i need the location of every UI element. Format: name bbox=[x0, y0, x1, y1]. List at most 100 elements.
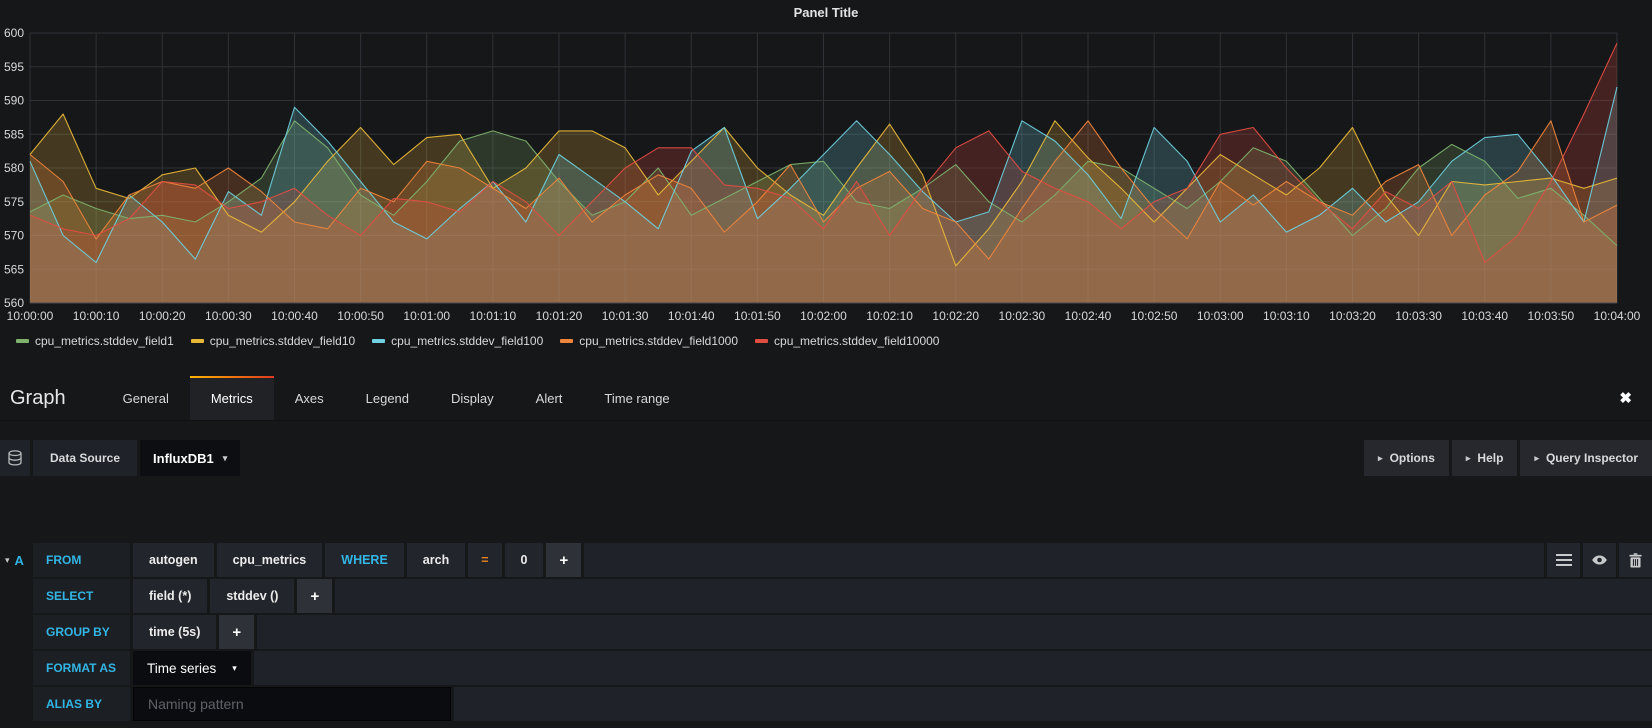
row-filler bbox=[584, 543, 1544, 577]
svg-text:600: 600 bbox=[4, 26, 24, 40]
chart-legend: cpu_metrics.stddev_field1 cpu_metrics.st… bbox=[16, 334, 939, 348]
svg-text:10:03:20: 10:03:20 bbox=[1329, 309, 1376, 323]
svg-text:565: 565 bbox=[4, 262, 24, 276]
svg-text:10:01:00: 10:01:00 bbox=[403, 309, 450, 323]
tab-alert[interactable]: Alert bbox=[535, 390, 563, 406]
time-series-chart[interactable]: 10:00:00 10:00:10 10:00:20 10:00:30 10:00:40… bbox=[0, 24, 1652, 328]
where-label[interactable]: WHERE bbox=[325, 543, 404, 577]
query-inspector-label: Query Inspector bbox=[1545, 451, 1638, 465]
legend-item[interactable]: cpu_metrics.stddev_field10000 bbox=[755, 334, 939, 348]
select-aggregate-segment[interactable]: stddev () bbox=[210, 579, 295, 613]
row-filler bbox=[454, 687, 1652, 721]
series-color-swatch bbox=[190, 339, 204, 343]
from-policy-segment[interactable]: autogen bbox=[133, 543, 214, 577]
svg-text:10:00:10: 10:00:10 bbox=[73, 309, 120, 323]
series-color-swatch bbox=[372, 339, 386, 343]
svg-text:560: 560 bbox=[4, 296, 24, 310]
add-where-condition-button[interactable]: + bbox=[546, 543, 582, 577]
svg-text:10:02:10: 10:02:10 bbox=[866, 309, 913, 323]
query-gutter bbox=[0, 651, 30, 685]
legend-label[interactable]: cpu_metrics.stddev_field10 bbox=[209, 334, 356, 348]
datasource-toolbar: Data Source InfluxDB1 ▾ ▸ Options ▸ Help… bbox=[0, 440, 1652, 476]
series-color-swatch bbox=[755, 339, 769, 343]
legend-label[interactable]: cpu_metrics.stddev_field1 bbox=[35, 334, 174, 348]
svg-text:10:02:40: 10:02:40 bbox=[1065, 309, 1112, 323]
graph-panel: Panel Title 10:00:00 10:00:10 10:00:20 10:0… bbox=[0, 0, 1652, 360]
where-value-segment[interactable]: 0 bbox=[504, 543, 544, 577]
svg-text:570: 570 bbox=[4, 229, 24, 243]
query-row-group-by: GROUP BY time (5s) + bbox=[0, 615, 1652, 649]
help-button[interactable]: ▸ Help bbox=[1451, 440, 1518, 476]
group-by-label[interactable]: GROUP BY bbox=[33, 615, 130, 649]
query-menu-button[interactable] bbox=[1547, 543, 1580, 577]
legend-item[interactable]: cpu_metrics.stddev_field10 bbox=[190, 334, 356, 348]
svg-text:585: 585 bbox=[4, 127, 24, 141]
svg-text:595: 595 bbox=[4, 60, 24, 74]
tab-legend[interactable]: Legend bbox=[365, 390, 410, 406]
tab-general[interactable]: General bbox=[122, 390, 169, 406]
alias-by-label[interactable]: ALIAS BY bbox=[33, 687, 130, 721]
where-field-segment[interactable]: arch bbox=[406, 543, 466, 577]
where-operator-segment[interactable]: = bbox=[468, 543, 502, 577]
series-color-swatch bbox=[16, 339, 29, 343]
svg-text:10:00:20: 10:00:20 bbox=[139, 309, 186, 323]
collapse-caret-icon[interactable]: ▾ bbox=[5, 554, 10, 565]
from-label[interactable]: FROM bbox=[33, 543, 130, 577]
add-select-part-button[interactable]: + bbox=[297, 579, 333, 613]
legend-label[interactable]: cpu_metrics.stddev_field10000 bbox=[774, 334, 940, 348]
datasource-select[interactable]: InfluxDB1 ▾ bbox=[140, 440, 241, 476]
query-ref-id[interactable]: A bbox=[14, 552, 24, 568]
svg-text:10:01:30: 10:01:30 bbox=[602, 309, 649, 323]
format-as-label[interactable]: FORMAT AS bbox=[33, 651, 130, 685]
query-row-format-as: FORMAT AS Time series ▾ bbox=[0, 651, 1652, 685]
legend-item[interactable]: cpu_metrics.stddev_field1000 bbox=[560, 334, 738, 348]
chevron-down-icon: ▾ bbox=[222, 452, 228, 463]
series-color-swatch bbox=[560, 339, 574, 343]
svg-text:10:01:50: 10:01:50 bbox=[734, 309, 781, 323]
datasource-label: Data Source bbox=[33, 440, 138, 476]
close-icon: ✖ bbox=[1619, 390, 1632, 407]
options-button[interactable]: ▸ Options bbox=[1364, 440, 1449, 476]
row-filler bbox=[253, 651, 1652, 685]
legend-item[interactable]: cpu_metrics.stddev_field1 bbox=[16, 334, 174, 348]
query-gutter bbox=[0, 615, 30, 649]
row-filler bbox=[257, 615, 1652, 649]
tab-time-range[interactable]: Time range bbox=[604, 390, 670, 406]
svg-text:10:02:00: 10:02:00 bbox=[800, 309, 847, 323]
svg-text:10:01:40: 10:01:40 bbox=[668, 309, 715, 323]
select-label[interactable]: SELECT bbox=[33, 579, 130, 613]
legend-label[interactable]: cpu_metrics.stddev_field100 bbox=[391, 334, 544, 348]
query-inspector-button[interactable]: ▸ Query Inspector bbox=[1520, 440, 1652, 476]
tab-display[interactable]: Display bbox=[451, 390, 494, 406]
select-field-segment[interactable]: field (*) bbox=[133, 579, 208, 613]
row-filler bbox=[335, 579, 1652, 613]
format-as-select[interactable]: Time series ▾ bbox=[133, 651, 251, 685]
add-group-by-button[interactable]: + bbox=[219, 615, 255, 649]
eye-icon bbox=[1592, 555, 1607, 565]
tab-metrics[interactable]: Metrics bbox=[189, 376, 274, 420]
panel-type-title: Graph bbox=[10, 386, 66, 409]
query-editor: ▾ A FROM autogen cpu_metrics WHERE arch … bbox=[0, 543, 1652, 723]
chevron-right-icon: ▸ bbox=[1534, 452, 1539, 463]
svg-text:10:03:40: 10:03:40 bbox=[1461, 309, 1508, 323]
svg-text:590: 590 bbox=[4, 94, 24, 108]
from-measurement-segment[interactable]: cpu_metrics bbox=[216, 543, 323, 577]
query-row-from: ▾ A FROM autogen cpu_metrics WHERE arch … bbox=[0, 543, 1652, 577]
alias-by-input[interactable] bbox=[133, 687, 451, 721]
toggle-query-visibility-button[interactable] bbox=[1583, 543, 1616, 577]
svg-text:10:03:30: 10:03:30 bbox=[1395, 309, 1442, 323]
database-icon bbox=[0, 440, 30, 476]
tab-axes[interactable]: Axes bbox=[294, 390, 324, 406]
editor-tab-bar: Graph General Metrics Axes Legend Displa… bbox=[0, 376, 1652, 421]
legend-item[interactable]: cpu_metrics.stddev_field100 bbox=[372, 334, 543, 348]
trash-icon bbox=[1629, 552, 1642, 568]
datasource-value: InfluxDB1 bbox=[153, 450, 214, 466]
group-by-interval-segment[interactable]: time (5s) bbox=[133, 615, 217, 649]
legend-label[interactable]: cpu_metrics.stddev_field1000 bbox=[579, 334, 739, 348]
close-editor-button[interactable]: ✖ bbox=[1599, 376, 1652, 420]
svg-text:10:04:00: 10:04:00 bbox=[1594, 309, 1641, 323]
delete-query-button[interactable] bbox=[1619, 543, 1652, 577]
menu-icon bbox=[1555, 554, 1572, 566]
query-gutter bbox=[0, 687, 30, 721]
panel-title: Panel Title bbox=[793, 5, 859, 20]
